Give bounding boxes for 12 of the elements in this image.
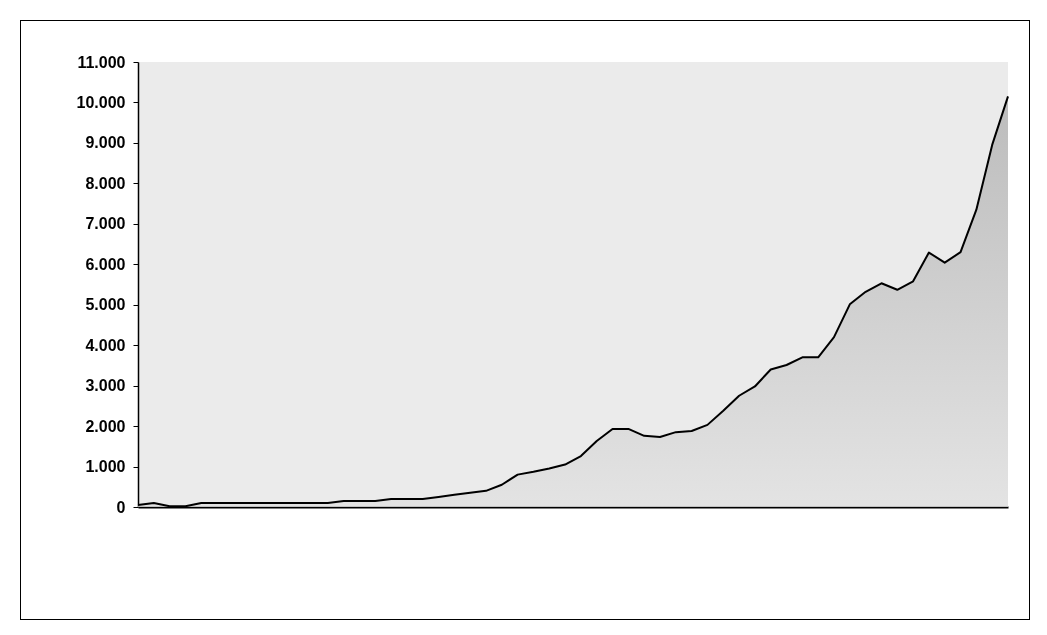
y-tick-label: 11.000 [77, 53, 126, 71]
y-tick-label: 2.000 [85, 417, 126, 435]
y-tick-label: 3.000 [85, 377, 126, 395]
y-tick-label: 6.000 [85, 255, 126, 273]
y-tick-label: 10.000 [76, 93, 126, 111]
y-tick-label: 0 [116, 498, 126, 516]
y-tick-label: 8.000 [85, 174, 126, 192]
y-tick-label: 7.000 [85, 215, 126, 233]
y-tick-label: 5.000 [85, 296, 126, 314]
y-tick-label: 9.000 [85, 134, 126, 152]
y-tick-label: 4.000 [85, 336, 126, 354]
y-tick-label: 1.000 [85, 458, 126, 476]
